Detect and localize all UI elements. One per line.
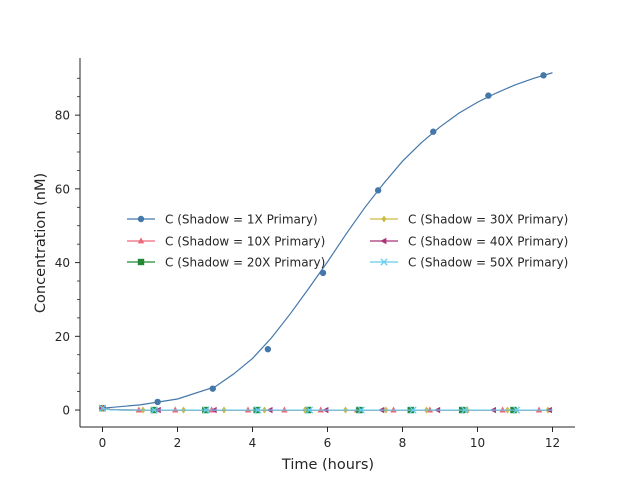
data-point [535,406,543,413]
data-point [512,406,521,414]
legend-marker [381,215,387,223]
data-point [409,406,417,414]
data-point-stroke [150,406,158,414]
data-point [244,406,252,413]
data-point-stroke [254,406,262,414]
data-point-stroke [202,406,210,414]
x-tick-label: 0 [99,436,107,450]
legend-marker [380,237,387,245]
legend-label: C (Shadow = 10X Primary) [165,235,325,249]
data-point [357,406,365,414]
y-tick-label: 40 [55,256,70,270]
data-point [319,269,327,277]
y-tick-label: 20 [55,330,70,344]
y-axis-label: Concentration (nM) [33,173,49,313]
data-point [430,128,437,135]
x-tick-label: 2 [174,436,182,450]
x-tick-label: 4 [249,436,257,450]
legend-marker [380,258,388,266]
data-point [98,404,107,412]
x-tick-label: 6 [324,436,332,450]
legend-item: C (Shadow = 30X Primary) [370,213,568,227]
legend-marker [137,237,145,244]
data-point [485,92,492,99]
data-point [461,406,469,414]
data-point-stroke [98,404,107,412]
legend-item: C (Shadow = 1X Primary) [127,213,318,227]
data-point [499,406,506,413]
data-point [172,406,179,413]
legend: C (Shadow = 1X Primary) C (Shadow = 10X P… [127,213,568,270]
legend-item: C (Shadow = 10X Primary) [127,235,325,249]
data-point [390,406,397,413]
data-point-stroke [305,406,314,414]
data-point [281,406,288,413]
data-point [135,406,143,413]
legend-label: C (Shadow = 50X Primary) [408,256,568,270]
data-point [209,385,216,392]
legend-item: C (Shadow = 50X Primary) [370,256,568,270]
legend-label: C (Shadow = 30X Primary) [408,213,568,227]
series-layer [98,72,553,414]
data-point [154,398,161,406]
data-point [305,406,314,414]
x-tick-label: 10 [470,436,485,450]
legend-marker-stroke [380,258,388,266]
x-axis-label: Time (hours) [281,457,374,473]
series-6 [98,404,553,414]
data-point [540,72,547,79]
data-point-stroke [461,406,469,414]
legend-label: C (Shadow = 20X Primary) [165,256,325,270]
axes: 0 2 4 6 8 10 12 0 20 40 60 80 [55,58,575,450]
x-tick-label: 8 [399,436,407,450]
legend-item: C (Shadow = 40X Primary) [370,235,568,249]
series-5 [98,404,553,414]
data-point [254,406,262,414]
data-point-stroke [512,406,521,414]
legend-item: C (Shadow = 20X Primary) [127,256,325,270]
series-line [102,407,553,411]
y-tick-label: 80 [55,109,70,123]
x-tick-label: 12 [545,436,560,450]
legend-marker [137,258,145,266]
data-point [202,406,210,414]
legend-label: C (Shadow = 1X Primary) [165,213,318,227]
legend-label: C (Shadow = 40X Primary) [408,235,568,249]
legend-marker [137,215,145,223]
data-point-stroke [357,406,365,414]
data-point [264,346,272,353]
y-tick-label: 60 [55,182,70,196]
data-point-stroke [409,406,417,414]
data-point [374,187,382,194]
data-point [317,406,324,413]
data-point [150,406,158,414]
y-tick-label: 0 [62,404,70,418]
